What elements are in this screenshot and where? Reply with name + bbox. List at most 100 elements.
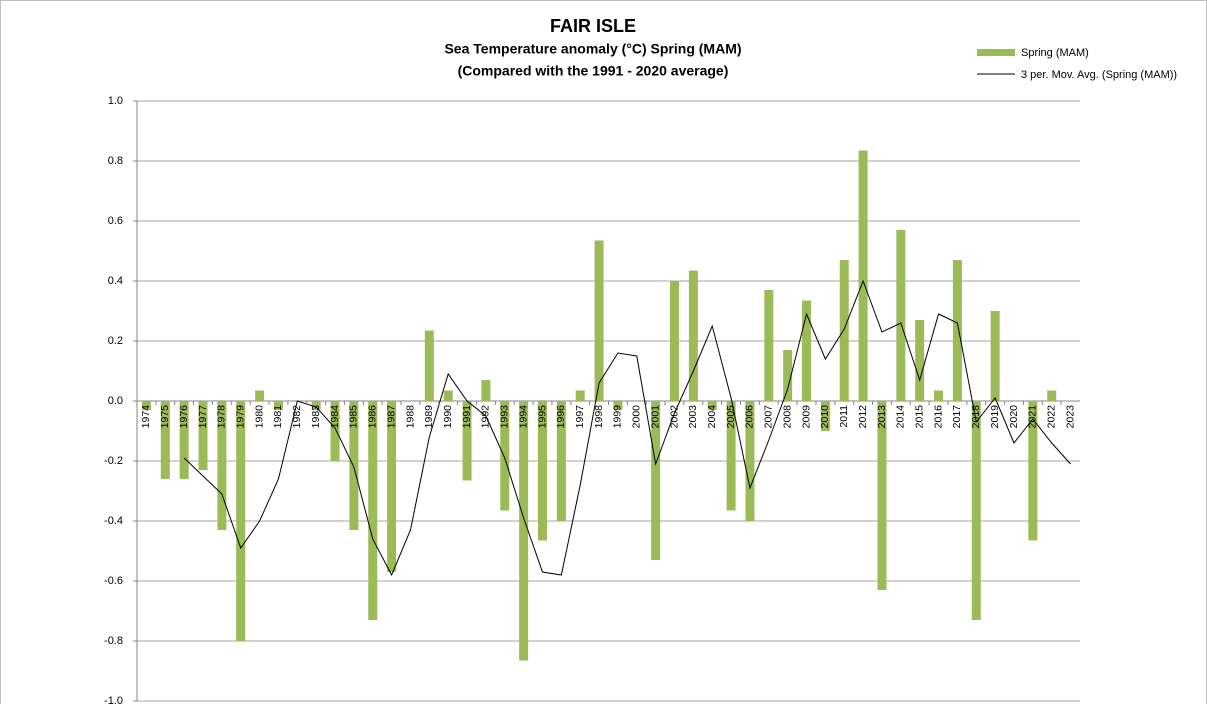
x-tick-label: 1995 <box>536 405 548 429</box>
bar <box>236 401 246 641</box>
legend-swatch <box>977 49 1015 56</box>
bar <box>745 401 755 521</box>
x-tick-label: 2008 <box>781 405 793 429</box>
y-tick-label: 0.2 <box>108 335 123 347</box>
x-tick-label: 2006 <box>744 405 756 429</box>
moving-average-line <box>183 279 1071 577</box>
bar <box>613 401 623 410</box>
x-tick-label: 2023 <box>1064 405 1076 429</box>
bar <box>726 401 736 511</box>
x-tick-label: 1998 <box>593 405 605 429</box>
x-tick-label: 2011 <box>838 405 850 428</box>
x-tick-label: 1986 <box>367 405 379 429</box>
x-tick-label: 1992 <box>480 405 492 429</box>
x-tick-label: 2021 <box>1027 405 1039 429</box>
chart-subtitle: (Compared with the 1991 - 2020 average) <box>458 63 729 79</box>
x-tick-label: 2014 <box>895 405 907 429</box>
bar <box>952 260 962 401</box>
bar <box>1047 390 1057 401</box>
bar <box>990 311 1000 401</box>
legend-label: 3 per. Mov. Avg. (Spring (MAM)) <box>1021 69 1177 81</box>
x-tick-label: 1999 <box>612 405 624 429</box>
bar <box>160 401 170 479</box>
bar <box>198 401 208 470</box>
y-tick-label: 1.0 <box>108 95 123 107</box>
x-tick-label: 1993 <box>499 405 511 429</box>
x-tick-label: 2022 <box>1045 405 1057 429</box>
x-tick-label: 2007 <box>763 405 775 429</box>
x-tick-label: 1983 <box>310 405 322 429</box>
y-tick-label: -0.4 <box>104 515 123 527</box>
x-tick-label: 1976 <box>178 405 190 429</box>
bar <box>783 350 793 401</box>
x-tick-label: 2019 <box>989 405 1001 429</box>
bar <box>387 401 397 572</box>
bar <box>707 401 717 410</box>
x-tick-label: 1979 <box>235 405 247 429</box>
x-tick-label: 2005 <box>725 405 737 429</box>
bar <box>424 330 434 401</box>
x-tick-label: 1981 <box>272 405 284 429</box>
x-tick-label: 1974 <box>140 405 152 429</box>
x-tick-label: 2013 <box>876 405 888 429</box>
x-tick-label: 2000 <box>631 405 643 429</box>
bar <box>217 401 227 530</box>
bar <box>500 401 510 511</box>
bar <box>141 401 151 410</box>
bar <box>368 401 378 620</box>
bar <box>349 401 359 530</box>
bar <box>594 240 604 401</box>
y-tick-label: -1.0 <box>104 695 123 704</box>
x-tick-label: 2001 <box>649 405 661 429</box>
x-tick-label: 1991 <box>461 405 473 429</box>
bar <box>688 270 698 401</box>
bar <box>802 300 812 401</box>
y-tick-label: 0.0 <box>108 395 123 407</box>
bar <box>556 401 566 521</box>
bar <box>1028 401 1038 541</box>
x-tick-label: 1989 <box>423 405 435 429</box>
x-tick-label: 1985 <box>348 405 360 429</box>
bar <box>179 401 189 479</box>
x-tick-label: 1997 <box>574 405 586 429</box>
x-tick-label: 2017 <box>951 405 963 429</box>
x-tick-label: 2015 <box>913 405 925 429</box>
y-tick-label: 0.6 <box>108 215 123 227</box>
bar <box>273 401 283 410</box>
x-tick-label: 1975 <box>159 405 171 429</box>
bar <box>443 390 453 401</box>
bar <box>670 281 680 401</box>
x-tick-label: 2018 <box>970 405 982 429</box>
x-tick-label: 2004 <box>706 405 718 429</box>
x-tick-label: 1990 <box>442 405 454 429</box>
bar <box>651 401 661 560</box>
y-tick-label: -0.6 <box>104 575 123 587</box>
bar <box>934 390 944 401</box>
legend-label: Spring (MAM) <box>1021 47 1089 59</box>
bar <box>311 401 321 410</box>
y-tick-label: -0.2 <box>104 455 123 467</box>
bar <box>519 401 529 661</box>
x-tick-label: 1988 <box>404 405 416 429</box>
bar <box>820 401 830 431</box>
bar <box>858 150 868 401</box>
x-tick-label: 1996 <box>555 405 567 429</box>
x-tick-label: 1982 <box>291 405 303 429</box>
y-tick-label: -0.8 <box>104 635 123 647</box>
x-tick-label: 2009 <box>800 405 812 429</box>
x-tick-label: 2002 <box>668 405 680 429</box>
bar <box>481 380 491 401</box>
x-tick-label: 2016 <box>932 405 944 429</box>
x-tick-label: 2010 <box>819 405 831 429</box>
x-tick-label: 1980 <box>253 405 265 429</box>
bar <box>330 401 340 461</box>
x-tick-label: 1978 <box>216 405 228 429</box>
x-tick-label: 2003 <box>687 405 699 429</box>
x-tick-label: 1987 <box>385 405 397 429</box>
bar <box>896 230 906 401</box>
chart-subtitle: Sea Temperature anomaly (°C) Spring (MAM… <box>444 41 741 57</box>
bar <box>462 401 472 481</box>
bar <box>575 390 585 401</box>
chart-title: FAIR ISLE <box>550 16 636 36</box>
